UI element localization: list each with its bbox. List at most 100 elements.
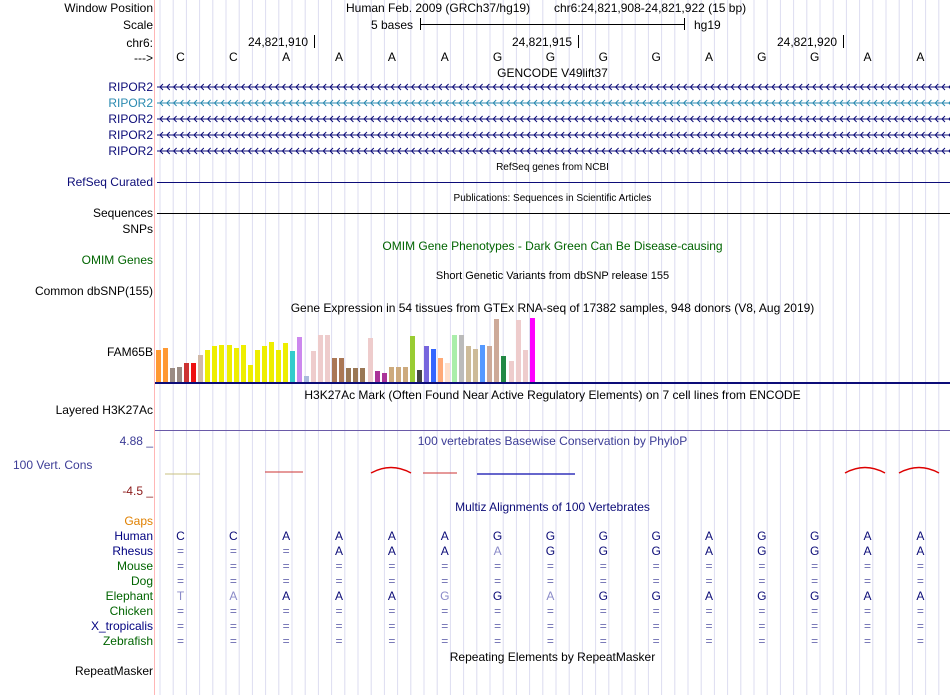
snps-label[interactable]: SNPs [122,222,153,236]
multiz-species-label[interactable]: Rhesus [112,544,153,558]
alignment-base: = [705,619,713,633]
strand-arrow [764,131,769,139]
gtex-tissue-bar[interactable] [318,334,324,382]
gtex-tissue-bar[interactable] [170,367,176,382]
alignment-base: A [916,544,925,558]
gencode-transcript-track[interactable] [157,83,950,91]
strand-arrow [397,131,402,139]
gtex-tissue-bar[interactable] [374,371,380,382]
gencode-transcript-track[interactable] [157,99,950,107]
gtex-tissue-bar[interactable] [233,347,239,382]
gtex-tissue-bar[interactable] [494,319,500,382]
gtex-tissue-bar[interactable] [529,318,535,382]
gtex-tissue-bar[interactable] [508,360,514,382]
gtex-tissue-bar[interactable] [289,351,295,382]
h3k27ac-label[interactable]: Layered H3K27Ac [55,403,153,417]
gtex-tissue-bar[interactable] [198,354,204,382]
gtex-tissue-bar[interactable] [466,346,472,382]
strand-arrow [771,131,776,139]
gencode-transcript-label[interactable]: RIPOR2 [108,112,153,126]
repeatmasker-label[interactable]: RepeatMasker [74,664,153,678]
gtex-tissue-bar[interactable] [325,334,331,382]
gtex-tissue-bar[interactable] [191,363,197,382]
gtex-tissue-bar[interactable] [282,342,288,382]
alignment-base: = [441,619,449,633]
gtex-tissue-bar[interactable] [388,366,394,382]
gencode-transcript-track[interactable] [157,147,950,155]
gtex-tissue-bar[interactable] [473,348,479,382]
gtex-bar-chart[interactable] [156,318,536,382]
gtex-tissue-bar[interactable] [184,363,190,382]
strand-arrow [914,99,919,107]
gtex-tissue-bar[interactable] [177,366,183,382]
strand-arrow [560,115,565,123]
gtex-tissue-bar[interactable] [254,350,260,382]
gtex-tissue-bar[interactable] [261,346,267,382]
gtex-tissue-bar[interactable] [226,345,232,382]
gtex-tissue-bar[interactable] [487,346,493,382]
refseq-label[interactable]: RefSeq Curated [66,175,153,189]
gencode-transcript-label[interactable]: RIPOR2 [108,80,153,94]
gtex-tissue-bar[interactable] [381,372,387,382]
gtex-tissue-bar[interactable] [156,350,161,382]
multiz-species-label[interactable]: X_tropicalis [90,619,153,633]
strand-arrow [934,131,939,139]
gtex-tissue-bar[interactable] [445,363,451,382]
multiz-species-label[interactable]: Mouse [116,559,153,573]
gencode-transcript-label[interactable]: RIPOR2 [108,128,153,142]
gtex-tissue-bar[interactable] [332,358,338,382]
gtex-tissue-bar[interactable] [459,334,465,382]
gtex-tissue-bar[interactable] [402,366,408,382]
gtex-tissue-bar[interactable] [163,347,169,382]
strand-arrow [825,99,830,107]
gtex-tissue-bar[interactable] [522,350,528,382]
gtex-tissue-bar[interactable] [205,350,211,382]
gtex-gene-label[interactable]: FAM65B [106,345,153,359]
gencode-transcript-label[interactable]: RIPOR2 [108,144,153,158]
gtex-tissue-bar[interactable] [515,320,521,382]
gtex-tissue-bar[interactable] [395,366,401,382]
gtex-tissue-bar[interactable] [247,365,253,382]
strand-arrow [859,83,864,91]
gtex-tissue-bar[interactable] [311,351,317,382]
gtex-tissue-bar[interactable] [219,345,225,382]
multiz-species-label[interactable]: Elephant [105,589,153,603]
position-text[interactable]: chr6:24,821,908-24,821,922 (15 bp) [554,1,747,15]
gencode-transcript-track[interactable] [157,131,950,139]
gtex-tissue-bar[interactable] [212,346,218,382]
multiz-species-label[interactable]: Zebrafish [102,634,153,648]
multiz-species-label[interactable]: Chicken [109,604,153,618]
strand-arrow [227,147,232,155]
gtex-tissue-bar[interactable] [346,367,352,382]
strand-arrow [213,115,218,123]
gtex-tissue-bar[interactable] [423,346,429,382]
gtex-tissue-bar[interactable] [438,358,443,382]
gtex-tissue-bar[interactable] [275,350,281,382]
gtex-tissue-bar[interactable] [240,345,246,382]
gtex-tissue-bar[interactable] [430,348,436,382]
gtex-tissue-bar[interactable] [268,341,274,382]
gtex-tissue-bar[interactable] [501,355,507,382]
phylop-label[interactable]: 100 Vert. Cons [13,458,93,472]
gtex-tissue-bar[interactable] [304,376,310,382]
gencode-transcript-label[interactable]: RIPOR2 [108,96,153,110]
strand-arrow [873,99,878,107]
alignment-base: G [492,529,503,543]
gtex-tissue-bar[interactable] [339,358,345,382]
gtex-tissue-bar[interactable] [297,336,302,382]
gtex-tissue-bar[interactable] [416,370,422,382]
gencode-transcript-track[interactable] [157,115,950,123]
publications-label[interactable]: Sequences [92,206,153,220]
strand-arrow [322,115,327,123]
gtex-tissue-bar[interactable] [367,338,373,382]
gtex-tissue-bar[interactable] [409,335,415,382]
multiz-species-label[interactable]: Dog [130,574,153,588]
gtex-tissue-bar[interactable] [480,345,486,382]
gtex-track-baseline [155,382,950,384]
dbsnp-label[interactable]: Common dbSNP(155) [34,284,153,298]
gtex-tissue-bar[interactable] [452,334,458,382]
gtex-tissue-bar[interactable] [360,367,366,382]
gtex-tissue-bar[interactable] [353,367,359,382]
multiz-species-label[interactable]: Human [114,529,153,543]
omim-label[interactable]: OMIM Genes [81,253,153,267]
